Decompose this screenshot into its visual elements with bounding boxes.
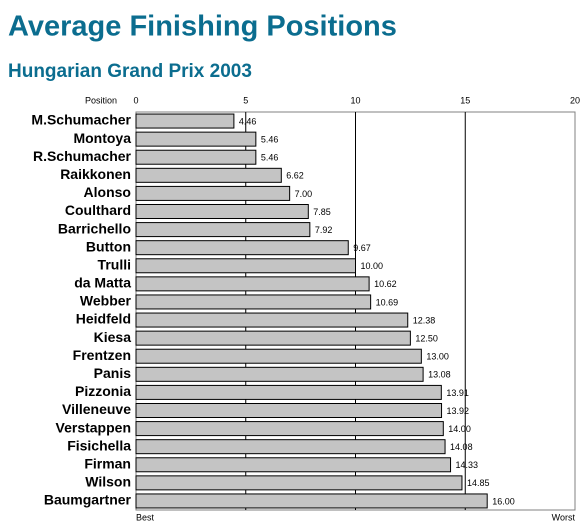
value-label: 12.38 xyxy=(413,315,436,325)
value-label: 7.92 xyxy=(315,225,333,235)
y-tick-label: da Matta xyxy=(74,275,131,291)
y-tick-label: Frentzen xyxy=(73,347,131,363)
bar xyxy=(135,167,282,183)
bar xyxy=(135,439,446,455)
bar xyxy=(135,312,409,328)
chart-subtitle: Hungarian Grand Prix 2003 xyxy=(8,61,252,82)
bar xyxy=(135,421,444,437)
y-tick-label: Villeneuve xyxy=(62,401,131,417)
x-tick-label: 5 xyxy=(243,95,248,105)
value-label: 10.62 xyxy=(374,279,397,289)
y-tick-label: Wilson xyxy=(85,474,131,490)
y-tick-label: Kiesa xyxy=(94,329,132,345)
value-label: 14.08 xyxy=(450,442,473,452)
x-tick-label: 0 xyxy=(133,95,138,105)
bar xyxy=(135,475,463,491)
bar xyxy=(135,330,411,346)
y-tick-label: Verstappen xyxy=(56,419,131,435)
y-tick-label: Fisichella xyxy=(67,437,131,453)
bar xyxy=(135,294,372,310)
value-label: 13.00 xyxy=(426,352,449,362)
y-tick-label: Button xyxy=(86,238,131,254)
value-label: 5.46 xyxy=(261,135,279,145)
value-label: 14.00 xyxy=(448,424,471,434)
value-label: 13.91 xyxy=(446,388,469,398)
value-label: 16.00 xyxy=(492,496,515,506)
value-label: 14.33 xyxy=(456,460,479,470)
x-tick-label: 20 xyxy=(570,95,580,105)
value-label: 13.08 xyxy=(428,370,451,380)
y-tick-label: Pizzonia xyxy=(75,383,131,399)
y-tick-label: Webber xyxy=(80,293,132,309)
x-axis-label: Position xyxy=(85,95,117,105)
y-tick-label: Coulthard xyxy=(65,202,131,218)
bar xyxy=(135,403,443,418)
y-tick-label: Montoya xyxy=(73,130,131,146)
bar xyxy=(135,258,356,274)
value-label: 12.50 xyxy=(415,334,438,344)
y-tick-label: M.Schumacher xyxy=(31,112,131,128)
value-label: 6.62 xyxy=(286,171,304,181)
bar xyxy=(135,149,257,165)
axis-end-label: Worst xyxy=(552,512,576,522)
value-label: 5.46 xyxy=(261,153,279,163)
value-label: 14.85 xyxy=(467,478,490,488)
y-tick-label: Firman xyxy=(84,455,131,471)
y-tick-label: Raikkonen xyxy=(60,166,131,182)
bar xyxy=(135,384,442,400)
y-tick-label: R.Schumacher xyxy=(33,148,132,164)
bar xyxy=(135,185,291,201)
y-tick-label: Barrichello xyxy=(58,220,131,236)
y-tick-label: Trulli xyxy=(98,256,131,272)
bar xyxy=(135,493,488,509)
axis-end-label: Best xyxy=(136,512,155,522)
bar xyxy=(135,457,452,473)
value-label: 13.92 xyxy=(447,406,470,416)
bar xyxy=(135,348,422,364)
bar xyxy=(135,131,257,147)
value-label: 10.69 xyxy=(376,297,399,307)
value-label: 10.00 xyxy=(361,261,384,271)
bar xyxy=(135,204,309,219)
value-label: 9.67 xyxy=(353,243,371,253)
y-tick-label: Alonso xyxy=(84,184,131,200)
value-label: 7.85 xyxy=(313,207,331,217)
y-tick-label: Panis xyxy=(94,365,132,381)
x-tick-label: 15 xyxy=(460,95,470,105)
bar xyxy=(135,366,424,382)
bar xyxy=(135,276,370,292)
bar xyxy=(135,222,311,238)
x-tick-label: 10 xyxy=(350,95,360,105)
chart-title: Average Finishing Positions xyxy=(8,11,397,43)
value-label: 4.46 xyxy=(239,116,257,126)
bar xyxy=(135,240,349,256)
y-tick-label: Baumgartner xyxy=(44,492,132,508)
y-tick-label: Heidfeld xyxy=(76,311,131,327)
value-label: 7.00 xyxy=(295,189,313,199)
bar xyxy=(135,113,235,129)
